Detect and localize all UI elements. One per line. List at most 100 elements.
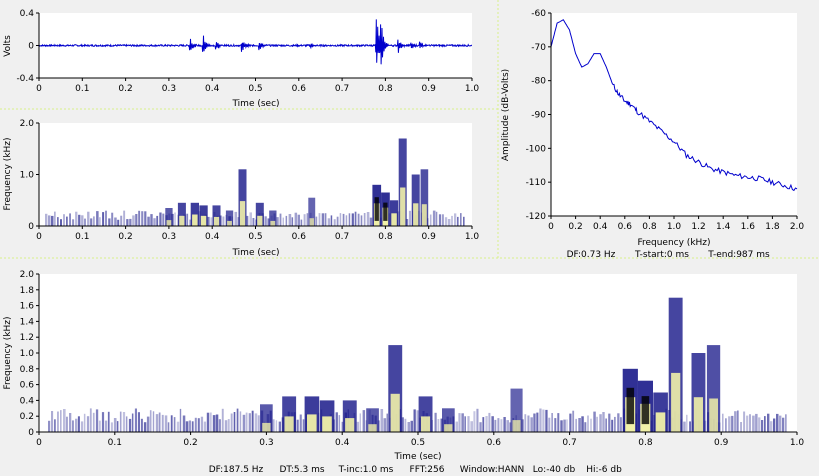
spectrum-xtick-label: 0 — [548, 222, 554, 232]
spectrogram-small-event-core — [227, 220, 232, 226]
spectrogram-large-noise-column — [206, 412, 210, 432]
spectrogram-small-noise-column — [150, 214, 153, 226]
spectrogram-large-noise-column — [86, 416, 90, 432]
spectrogram-large-noise-column — [725, 418, 727, 432]
spectrogram-small-event-core — [270, 220, 276, 226]
spectrogram-small-noise-column — [96, 211, 99, 226]
spectrogram-small-event-band — [255, 202, 264, 226]
spectrogram-large-noise-column — [254, 413, 258, 432]
spectrogram-small-ytick-label: 0 — [28, 222, 34, 232]
spectrogram-large-noise-column — [416, 410, 419, 432]
spectrum-xtick-label: 1.2 — [691, 222, 705, 232]
waveform-xtick-label: 0.2 — [118, 84, 132, 94]
spectrogram-small-noise-column — [78, 214, 81, 226]
spectrogram-small-noise-column — [66, 216, 68, 226]
spectrogram-small-noise-column — [321, 213, 325, 226]
spectrogram-small-noise-column — [99, 217, 101, 226]
spectrogram-large-noise-column — [143, 422, 147, 432]
spectrogram-large-noise-column — [299, 414, 302, 432]
spectrogram-info-fft: FFT:256 — [410, 465, 445, 475]
spectrogram-small-noise-column — [357, 213, 360, 226]
spectrum-ytick-label: -110 — [526, 178, 547, 188]
spectrogram-large-event-core — [420, 416, 431, 432]
spectrogram-large-noise-column — [278, 421, 281, 432]
spectrogram-large-xtick-label: 0.3 — [259, 438, 273, 448]
spectrogram-small-event-core — [166, 220, 172, 226]
spectrogram-large-xtick-label: 1.0 — [790, 438, 805, 448]
spectrogram-large-noise-column — [548, 417, 551, 432]
spectrogram-large-noise-column — [272, 419, 275, 432]
spectrogram-large-noise-column — [149, 410, 152, 432]
spectrogram-small-event-core — [192, 214, 198, 226]
spectrogram-large-noise-column — [599, 414, 602, 432]
spectrum-ytick-label: -80 — [531, 77, 546, 87]
spectrogram-large-noise-column — [69, 413, 72, 432]
spectrogram-large-noise-column — [296, 419, 299, 432]
spectrogram-large-noise-column — [491, 416, 494, 432]
spectrogram-small-noise-column — [159, 212, 162, 226]
spectrogram-large-noise-column — [245, 412, 248, 432]
waveform-xtick-label: 0.5 — [248, 84, 262, 94]
spectrogram-large-noise-column — [95, 409, 99, 432]
spectrogram-small-event-core — [213, 216, 220, 226]
spectrogram-small-noise-column — [333, 219, 336, 226]
spectrogram-large-noise-column — [101, 412, 105, 432]
spectrogram-large-event-core — [390, 393, 400, 432]
spectrogram-small-noise-column — [105, 210, 107, 226]
spectrogram-small-noise-column — [369, 217, 373, 226]
spectrogram-small-event-core — [239, 201, 246, 226]
spectrogram-large-noise-column — [413, 409, 416, 432]
spectrogram-large-noise-column — [48, 420, 51, 432]
spectrogram-large-noise-column — [158, 412, 161, 432]
spectrogram-large-noise-column — [749, 414, 751, 432]
spectrogram-small-noise-column — [330, 215, 333, 226]
spectrogram-info-hi: Hi:-6 db — [586, 465, 622, 475]
spectrogram-small-noise-column — [120, 215, 123, 226]
spectrogram-small-event-core — [400, 187, 406, 226]
spectrogram-small-event-band — [199, 205, 208, 226]
spectrum-xtick-label: 1.0 — [667, 222, 682, 232]
spectrogram-small-noise-column — [264, 216, 267, 226]
spectrogram-small-chart: 0 0.1 0.2 0.3 0.4 0.5 0.6 0.7 0.8 0.9 1.0 2.01.00 … — [3, 119, 479, 258]
spectrogram-large-noise-column — [761, 420, 764, 432]
spectrogram-large-noise-column — [485, 416, 488, 432]
spectrogram-small-noise-column — [451, 215, 453, 226]
spectrogram-large-noise-column — [179, 408, 182, 432]
spectrogram-small-noise-column — [306, 213, 309, 226]
spectrogram-small-noise-column — [126, 219, 129, 226]
spectrogram-large-noise-column — [578, 418, 581, 432]
spectrogram-small-noise-column — [69, 213, 71, 226]
spectrogram-large-event-core — [322, 416, 332, 432]
spectrogram-large-noise-column — [572, 410, 575, 432]
spectrogram-large-noise-column — [404, 418, 407, 432]
spectrogram-large-xlabel: Time (sec) — [393, 452, 441, 462]
spectrogram-large-noise-column — [545, 409, 548, 432]
spectrogram-small-noise-column — [147, 216, 150, 226]
spectrogram-large-noise-column — [563, 419, 566, 432]
spectrogram-large-noise-column — [212, 415, 216, 432]
spectrogram-large-noise-column — [683, 421, 686, 432]
spectrogram-large-noise-column — [476, 408, 479, 432]
spectrogram-small-noise-column — [45, 213, 48, 226]
spectrogram-info-tinc: T-inc:1.0 ms — [338, 465, 394, 475]
spectrogram-large-noise-column — [116, 421, 119, 432]
spectrogram-small-noise-column — [291, 217, 294, 226]
spectrogram-large-ytick-label: 0.2 — [20, 412, 34, 422]
spectrogram-large-noise-column — [167, 422, 170, 432]
spectrogram-large-noise-column — [764, 416, 766, 432]
spectrogram-large-chart: 0 0.1 0.2 0.3 0.4 0.5 0.6 0.7 0.8 0.9 1.0 2.0 1.8 1.… — [3, 270, 805, 475]
spectrum-xlabel: Frequency (kHz) — [637, 238, 710, 248]
spectrogram-small-noise-column — [156, 215, 159, 226]
spectrogram-small-noise-column — [339, 213, 342, 226]
spectrogram-large-noise-column — [182, 415, 186, 432]
spectrogram-large-noise-column — [113, 418, 117, 432]
spectrogram-small-noise-column — [348, 213, 351, 226]
spectrogram-large-noise-column — [497, 418, 500, 432]
spectrogram-large-noise-column — [80, 421, 84, 432]
spectrogram-small-noise-column — [117, 219, 120, 226]
spectrogram-large-noise-column — [473, 411, 476, 432]
spectrogram-large-event-core — [262, 422, 271, 432]
spectrogram-large-noise-column — [731, 415, 734, 432]
spectrogram-small-xtick-label: 0.2 — [118, 232, 132, 242]
spectrogram-large-noise-column — [386, 413, 388, 432]
